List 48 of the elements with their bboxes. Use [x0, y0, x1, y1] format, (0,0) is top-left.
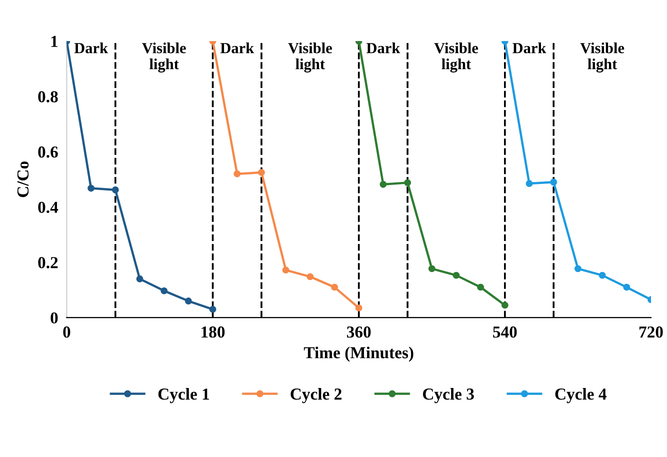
y-tick-label: 0 — [50, 312, 58, 324]
annotation: Visible light — [142, 42, 186, 72]
annotation: Visible light — [288, 42, 332, 72]
point — [136, 275, 144, 282]
annotation: Dark — [366, 42, 400, 54]
point — [355, 304, 362, 312]
x-tick-label: 180 — [202, 326, 225, 338]
annotation: Dark — [512, 42, 546, 54]
annotation: Visible light — [580, 42, 624, 72]
point — [598, 272, 606, 279]
point — [112, 186, 119, 194]
x-tick-label: 720 — [639, 326, 663, 338]
x-tick-label: 360 — [346, 326, 371, 338]
x-tick-label: 540 — [493, 326, 517, 338]
y-tick-label: 0.8 — [38, 91, 58, 102]
y-tick-label: 0.2 — [38, 257, 58, 268]
x-tick-label: 0 — [63, 326, 70, 338]
annotation: Visible light — [434, 42, 478, 72]
y-axis-title: C/Co — [17, 161, 29, 198]
annotation: Dark — [220, 42, 254, 54]
annotation: Dark — [74, 42, 108, 54]
point — [184, 298, 192, 304]
point — [501, 302, 508, 309]
legend-label: Cycle 1 — [158, 388, 210, 404]
point — [404, 179, 412, 186]
point — [331, 284, 338, 291]
legend-label: Cycle 2 — [290, 388, 342, 404]
point — [380, 180, 387, 188]
point — [282, 266, 290, 274]
legend-label: Cycle 3 — [422, 388, 474, 404]
point — [452, 272, 460, 279]
x-axis-title: Time (Minutes) — [304, 346, 414, 362]
point — [160, 287, 168, 294]
point — [574, 265, 582, 272]
point — [209, 306, 216, 313]
point — [550, 178, 558, 186]
y-tick-label: 0.6 — [38, 146, 58, 158]
y-tick-label: 0.4 — [38, 202, 58, 214]
point — [234, 170, 241, 178]
legend-label: Cycle 4 — [555, 388, 606, 404]
y-tick-label: 1 — [51, 36, 58, 47]
point — [477, 284, 484, 291]
point — [258, 168, 265, 176]
point — [526, 180, 533, 187]
point — [623, 284, 630, 291]
point — [88, 184, 95, 192]
point — [306, 273, 314, 280]
point — [428, 265, 436, 272]
